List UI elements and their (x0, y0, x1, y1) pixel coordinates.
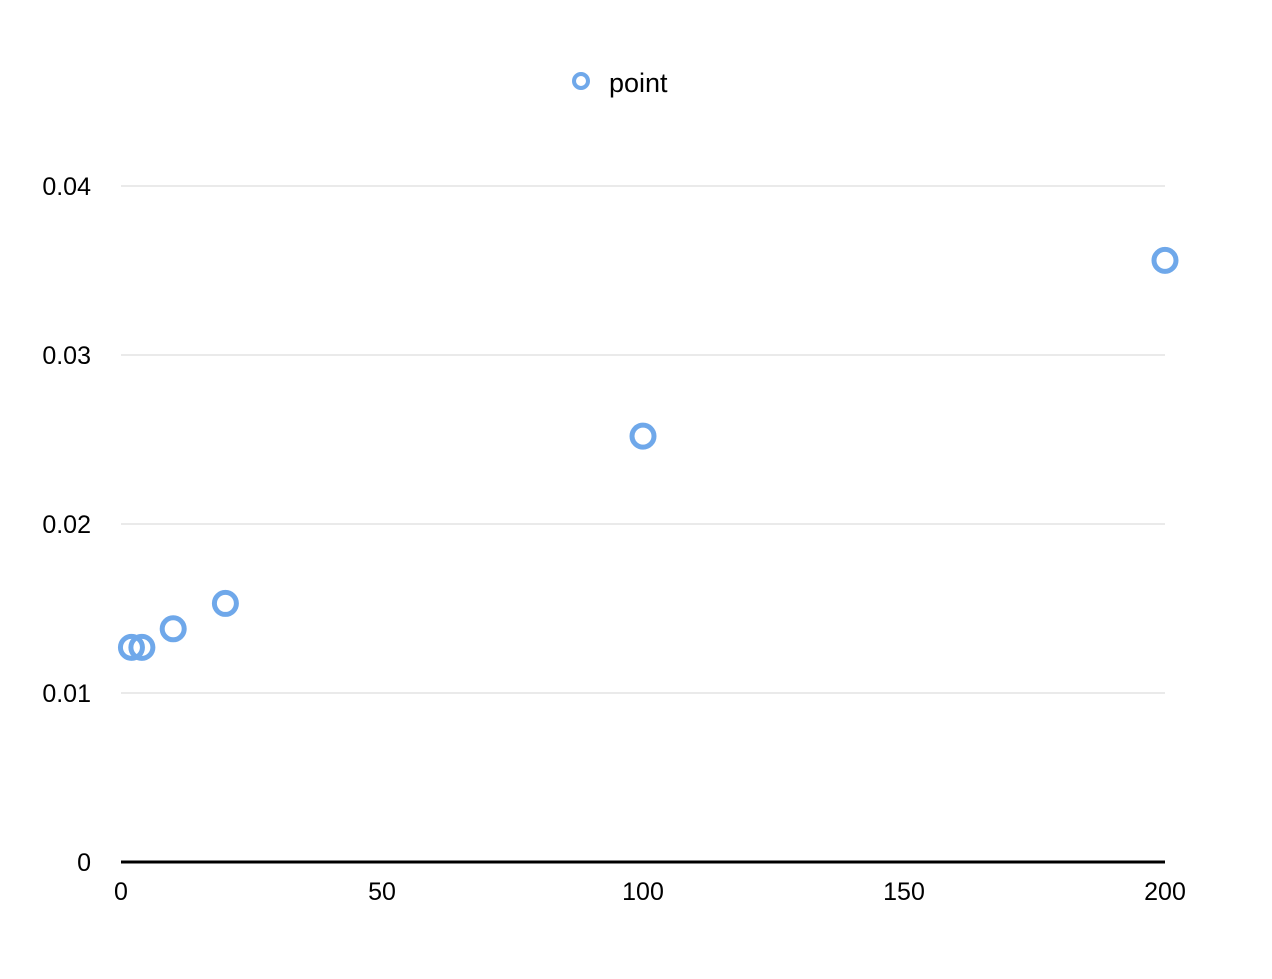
y-tick-label: 0.01 (42, 680, 91, 708)
x-tick-label: 0 (114, 878, 128, 906)
data-point (211, 589, 239, 617)
data-point (128, 633, 156, 661)
data-point (159, 615, 187, 643)
y-tick-label: 0.02 (42, 511, 91, 539)
y-tick-label: 0.04 (42, 173, 91, 201)
y-tick-label: 0.03 (42, 342, 91, 370)
grid-lines (121, 185, 1165, 694)
data-points (117, 246, 1179, 661)
x-tick-label: 50 (368, 878, 396, 906)
data-point (629, 422, 657, 450)
x-tick-label: 200 (1144, 878, 1186, 906)
data-point (117, 633, 145, 661)
x-tick-label: 150 (883, 878, 925, 906)
x-tick-label: 100 (622, 878, 664, 906)
data-point (1151, 246, 1179, 274)
axes: 0 0.01 0.02 0.03 0.04 0 50 100 150 200 (42, 173, 1186, 906)
y-tick-label: 0 (77, 849, 91, 877)
legend-marker-point (572, 72, 590, 90)
legend-label-point: point (609, 68, 668, 98)
legend: point (572, 68, 668, 98)
